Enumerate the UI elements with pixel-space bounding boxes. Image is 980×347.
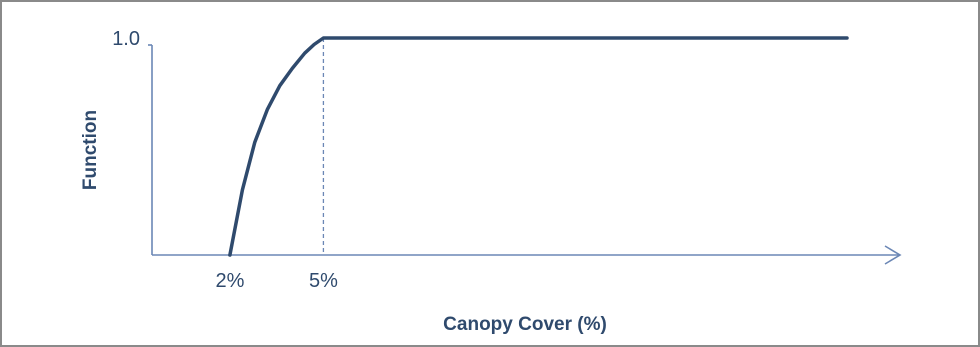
- y-axis-title: Function: [80, 110, 101, 190]
- x-tick-label: 5%: [309, 270, 338, 292]
- series-line: [228, 36, 849, 257]
- y-tick-label: 1.0: [112, 28, 140, 50]
- x-axis-arrowhead: [884, 245, 902, 265]
- x-axis-title: Canopy Cover (%): [443, 314, 607, 335]
- x-tick-label: 2%: [215, 270, 244, 292]
